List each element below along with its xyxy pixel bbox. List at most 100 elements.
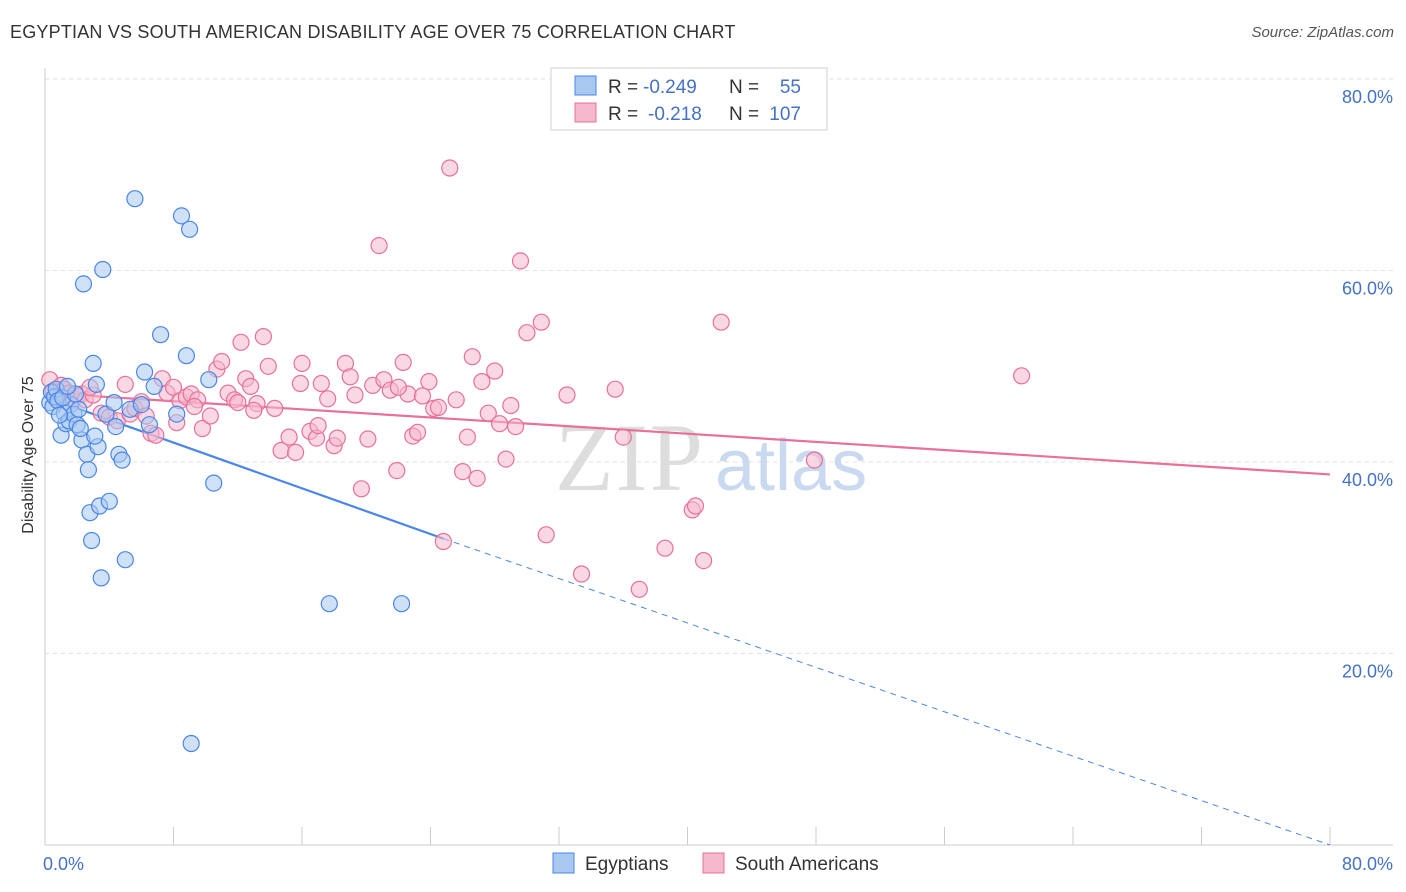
south-americans-point-92 [656,539,674,557]
egyptians-point-38 [145,377,163,395]
y-tick-label-2: 60.0% [1342,279,1393,299]
bottom-legend: Egyptians South Americans [552,852,879,875]
axes [44,68,1393,846]
egyptians-point-21 [87,375,106,393]
south-americans-point-54 [352,480,370,498]
south-americans-point-68 [429,398,448,416]
egyptians-point-15 [74,275,93,293]
egyptians-point-48 [393,595,411,613]
egyptians-point-29 [107,418,125,436]
south-americans-point-31 [213,352,231,371]
legend-n-value-1: 55 [780,77,801,98]
legend-r-label-2: R = [608,104,638,125]
south-americans-point-90 [614,428,632,446]
legend-r-label-1: R = [608,77,638,98]
legend-n-label-2: N = [729,104,759,125]
south-americans-point-75 [468,469,486,487]
legend-n-value-2: 107 [769,104,801,125]
egyptians-point-19 [82,531,101,550]
south-americans-point-76 [473,373,491,391]
south-americans-point-42 [280,428,298,446]
y-tick-label-0: 20.0% [1342,662,1393,682]
south-americans-point-64 [409,423,427,441]
egyptians-point-31 [113,451,131,469]
south-americans-point-99 [389,378,407,396]
bottom-legend-swatch-egyptians [552,852,575,874]
egyptians-point-40 [168,405,186,423]
south-americans-point-66 [420,373,438,391]
south-americans-point-91 [630,580,648,598]
south-americans-point-84 [518,324,536,342]
legend-r-value-2: -0.218 [648,104,702,125]
south-americans-point-79 [491,415,509,433]
south-americans-point-57 [370,237,388,255]
south-americans-point-80 [497,450,515,468]
legend-r-value-1: -0.249 [643,77,697,98]
south-americans-point-94 [686,497,705,515]
egyptians-point-37 [140,416,158,434]
egyptians-point-36 [136,363,154,381]
south-americans-point-103 [229,394,247,412]
south-americans-point-52 [341,368,359,386]
egyptians-point-35 [132,396,150,414]
south-americans-point-60 [388,462,406,480]
south-americans-point-88 [572,565,591,583]
south-americans-point-69 [434,532,452,551]
south-americans-point-55 [359,430,377,448]
south-americans-point-65 [413,387,432,405]
south-americans-point-85 [532,313,550,331]
egyptians-point-13 [70,400,88,418]
south-americans-point-71 [447,391,465,409]
bottom-legend-egyptians: Egyptians [585,854,668,875]
egyptians-point-17 [79,461,98,479]
south-americans-point-61 [394,353,412,371]
south-americans-point-77 [479,404,497,422]
egyptians-point-20 [84,354,102,372]
egyptians-point-44 [182,734,200,753]
egyptians-point-24 [92,569,110,587]
south-americans-point-83 [511,252,530,270]
egyptians-point-25 [94,260,112,279]
egyptians-point-39 [152,326,170,344]
y-tick-labels: 20.0% 40.0% 60.0% 80.0% [1342,87,1393,682]
south-americans-point-48 [319,390,337,408]
south-americans-point-86 [537,526,555,544]
egyptians-point-43 [181,220,199,238]
egyptians-point-34 [126,190,144,208]
south-americans-point-38 [254,328,272,346]
egyptians-point-28 [105,394,123,412]
x-tick-label-0: 0.0% [43,854,84,874]
south-americans-point-44 [293,354,311,372]
south-americans-point-40 [266,399,284,417]
south-americans-point-14 [116,375,134,393]
y-tick-label-1: 40.0% [1342,470,1393,490]
south-americans-point-89 [606,380,624,398]
south-americans-point-96 [712,313,730,331]
egyptians-point-51 [50,406,69,424]
south-americans-point-98 [1012,367,1031,385]
egyptians-point-32 [116,551,134,569]
egyptians-trend-extension [443,538,1331,846]
egyptians-point-42 [177,347,195,365]
south-americans-point-95 [694,551,713,570]
legend-swatch-egyptians [574,75,597,96]
x-tick-label-1: 80.0% [1342,854,1393,874]
south-americans-point-74 [463,348,481,366]
legend-swatch-south-americans [574,102,597,123]
south-americans-point-28 [193,419,211,438]
chart-source: Source: ZipAtlas.com [1251,24,1394,41]
y-axis-label: Disability Age Over 75 [20,376,37,534]
y-tick-label-3: 80.0% [1342,87,1393,107]
chart-title: EGYPTIAN VS SOUTH AMERICAN DISABILITY AG… [10,22,736,42]
egyptians-point-53 [86,427,104,445]
egyptians-point-46 [205,474,223,492]
south-americans-point-101 [245,401,263,419]
south-americans-point-47 [312,374,330,393]
south-americans-point-82 [506,418,525,436]
south-americans-point-39 [259,357,277,375]
south-americans-point-50 [328,429,346,447]
south-americans-point-72 [454,463,472,481]
south-americans-point-70 [441,159,459,177]
south-americans-point-29 [201,407,219,425]
